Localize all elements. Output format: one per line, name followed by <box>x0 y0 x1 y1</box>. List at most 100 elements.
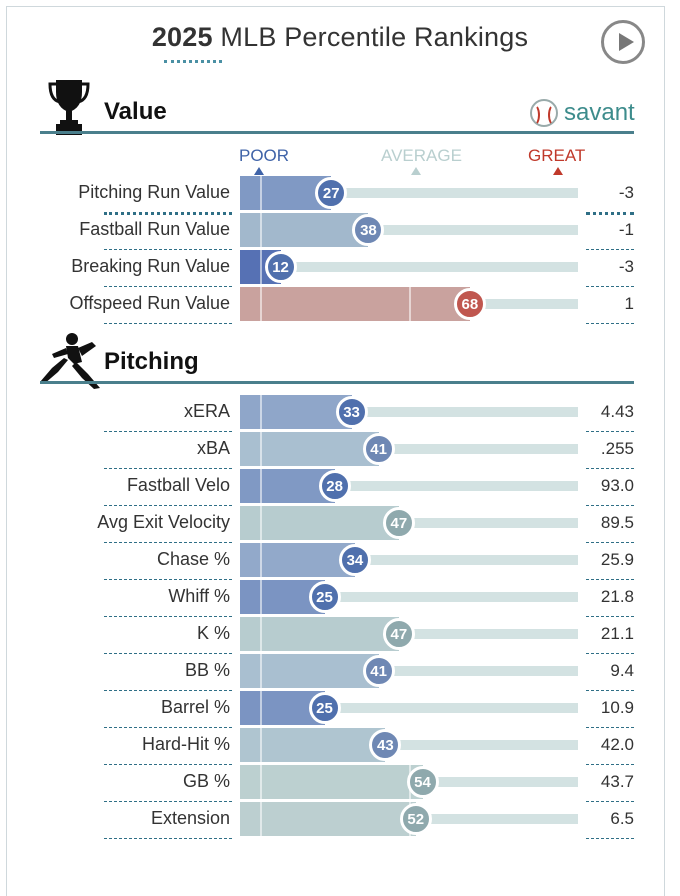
percentile-track <box>240 666 578 676</box>
percentile-bubble[interactable]: 52 <box>399 803 432 835</box>
row-divider-right <box>586 579 634 580</box>
percentile-bubble[interactable]: 28 <box>318 470 351 502</box>
metric-label: Offspeed Run Value <box>69 293 230 313</box>
bar-gridline <box>409 287 411 321</box>
scale-average: AVERAGE <box>381 146 462 165</box>
row-divider-left <box>104 542 232 543</box>
percentile-bar <box>240 728 386 762</box>
metric-value: 89.5 <box>600 513 634 532</box>
metric-value: 43.7 <box>600 772 634 791</box>
row-divider-left <box>104 764 232 765</box>
percentile-track <box>240 481 578 491</box>
bar-gridline <box>260 543 263 577</box>
percentile-bubble[interactable]: 33 <box>335 396 368 428</box>
row-divider-left <box>104 323 232 324</box>
metric-value: 42.0 <box>600 735 634 754</box>
percentile-bar <box>240 654 379 688</box>
scale-poor-marker <box>254 167 264 175</box>
percentile-bubble[interactable]: 12 <box>264 251 297 283</box>
metric-label: Pitching Run Value <box>78 182 230 202</box>
section-title-value: Value <box>104 98 167 125</box>
row-divider-right <box>586 764 634 765</box>
percentile-bar <box>240 802 416 836</box>
percentile-track <box>240 225 578 235</box>
row-divider-right <box>586 323 634 324</box>
row-divider-right <box>586 838 634 839</box>
row-divider-left <box>104 431 232 432</box>
metric-value: -3 <box>618 257 634 276</box>
metric-label: Whiff % <box>168 586 230 606</box>
percentile-bar <box>240 432 379 466</box>
value-section-rule <box>40 131 634 134</box>
percentile-bubble[interactable]: 34 <box>338 544 371 576</box>
bar-gridline <box>260 654 263 688</box>
metric-value: 4.43 <box>600 402 634 421</box>
row-divider-left <box>104 727 232 728</box>
percentile-bubble[interactable]: 68 <box>453 288 486 320</box>
row-divider-right <box>586 212 634 215</box>
metric-value: -1 <box>618 220 634 239</box>
row-divider-right <box>586 249 634 250</box>
bar-gridline <box>260 691 263 725</box>
bar-gridline <box>260 728 263 762</box>
percentile-bar <box>240 506 399 540</box>
percentile-bubble[interactable]: 27 <box>315 177 348 209</box>
metric-value: 6.5 <box>610 809 634 828</box>
bar-gridline <box>260 176 263 210</box>
bar-gridline <box>260 580 263 614</box>
percentile-bar <box>240 765 423 799</box>
percentile-track <box>240 188 578 198</box>
percentile-bubble[interactable]: 54 <box>406 766 439 798</box>
percentile-bubble[interactable]: 43 <box>369 729 402 761</box>
metric-label: Fastball Velo <box>126 475 230 495</box>
row-divider-left <box>104 690 232 691</box>
row-divider-right <box>586 727 634 728</box>
percentile-bubble[interactable]: 25 <box>308 692 341 724</box>
metric-label: Fastball Run Value <box>79 219 230 239</box>
percentile-bubble[interactable]: 41 <box>362 433 395 465</box>
metric-label: Hard-Hit % <box>141 734 230 754</box>
percentile-bubble[interactable]: 47 <box>382 618 415 650</box>
metric-label: BB % <box>184 660 230 680</box>
metric-label: xERA <box>183 401 230 421</box>
bar-gridline <box>260 802 263 836</box>
percentile-bar <box>240 691 325 725</box>
percentile-bubble[interactable]: 41 <box>362 655 395 687</box>
row-divider-right <box>586 542 634 543</box>
row-divider-left <box>104 616 232 617</box>
percentile-track <box>240 740 578 750</box>
percentile-track <box>240 555 578 565</box>
trophy-icon <box>48 80 90 135</box>
percentile-track <box>240 703 578 713</box>
row-divider-right <box>586 431 634 432</box>
percentile-bubble[interactable]: 38 <box>352 214 385 246</box>
percentile-bar <box>240 213 369 247</box>
scale-average-marker <box>411 167 421 175</box>
row-divider-right <box>586 616 634 617</box>
scale-great-marker <box>553 167 563 175</box>
metric-label: xBA <box>196 438 230 458</box>
metric-value: 10.9 <box>600 698 634 717</box>
metric-value: 1 <box>624 294 634 313</box>
bar-gridline <box>260 287 263 321</box>
percentile-bar <box>240 617 399 651</box>
metric-value: 21.1 <box>600 624 634 643</box>
savant-brand[interactable]: savant <box>530 98 635 128</box>
metric-value: .255 <box>600 439 634 458</box>
page-title: 2025 MLB Percentile Rankings <box>0 22 680 53</box>
percentile-bubble[interactable]: 25 <box>308 581 341 613</box>
row-divider-left <box>104 653 232 654</box>
percentile-bubble[interactable]: 47 <box>382 507 415 539</box>
row-divider-left <box>104 838 232 839</box>
row-divider-right <box>586 690 634 691</box>
metric-value: 21.8 <box>600 587 634 606</box>
play-icon[interactable] <box>601 20 645 64</box>
metric-label: Extension <box>150 808 230 828</box>
row-divider-left <box>104 579 232 580</box>
bar-gridline <box>260 506 263 540</box>
scale-poor: POOR <box>239 146 290 165</box>
row-divider-right <box>586 468 634 469</box>
title-text: MLB Percentile Rankings <box>220 22 529 52</box>
bar-gridline <box>260 617 263 651</box>
metric-label: Avg Exit Velocity <box>97 512 230 532</box>
